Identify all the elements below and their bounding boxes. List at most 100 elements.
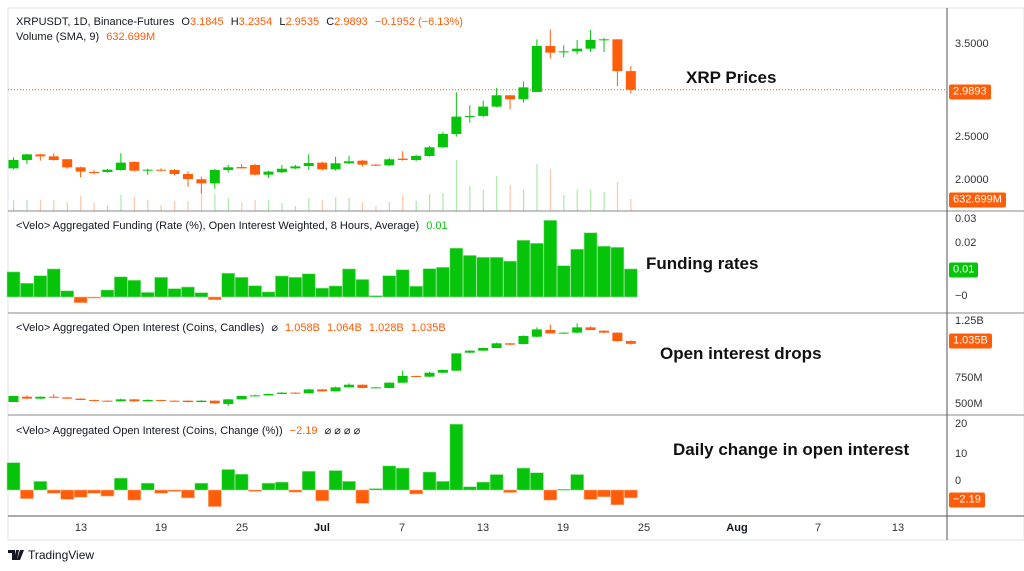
price-candle-body (8, 159, 19, 169)
price-candle-body (598, 39, 609, 41)
volume-title[interactable]: Volume (SMA, 9) (16, 31, 100, 43)
volume-bar (308, 198, 310, 211)
volume-bar (442, 193, 444, 211)
price-candle-body (75, 167, 86, 172)
price-candle-body (102, 169, 113, 172)
open-label: O (181, 16, 190, 28)
price-candle-body (478, 106, 489, 116)
oi-change-bar (275, 481, 289, 491)
symbol-title[interactable]: XRPUSDT, 1D, Binance-Futures (16, 16, 175, 28)
volume-value: 632.699M (106, 31, 156, 43)
price-candle-body (531, 46, 542, 92)
price-candle-body (330, 163, 341, 170)
hidden-value-icon: ⌀ (271, 322, 278, 334)
oi-candle-body (35, 396, 46, 399)
oi-candle-body (397, 375, 408, 383)
oi-change-bar (46, 489, 61, 494)
price-candle-body (585, 40, 596, 49)
high-label: H (230, 16, 239, 28)
funding-tick: 0.02 (955, 237, 977, 249)
oi-legend: <Velo> Aggregated Open Interest (Coins, … (16, 321, 450, 334)
oi-title[interactable]: <Velo> Aggregated Open Interest (Coins, … (16, 322, 265, 334)
time-tick: 7 (814, 522, 822, 534)
time-tick: 7 (398, 522, 406, 534)
price-candle-body (250, 164, 261, 175)
volume-bar (482, 190, 484, 211)
price-candle-body (276, 168, 287, 173)
oi-tick: 500M (955, 398, 983, 410)
oi-change-bar (489, 474, 504, 491)
funding-bar (194, 292, 209, 298)
oi-low: 1.028B (368, 322, 404, 334)
oi-candle-body (303, 389, 314, 394)
change-tick: 0 (955, 475, 962, 487)
price-candle-body (21, 154, 32, 160)
time-tick: 19 (556, 522, 570, 534)
oi-candle-body (491, 343, 502, 348)
funding-last-label: 0.01 (949, 262, 979, 278)
volume-bar (429, 194, 431, 211)
oi-change-bar (221, 469, 236, 491)
funding-bar (33, 275, 48, 298)
volume-bar (576, 190, 578, 211)
oi-change-bar (476, 481, 491, 491)
funding-bar (503, 260, 517, 298)
funding-bar (154, 276, 168, 298)
oi-change-bar (530, 472, 544, 491)
oi-change-bar (503, 489, 517, 493)
oi-candle-body (102, 400, 113, 402)
high-value: 3.2354 (238, 16, 273, 28)
price-candle-body (397, 158, 408, 160)
oi-open: 1.058B (285, 322, 320, 334)
price-candle-body (437, 133, 448, 148)
volume-bar (80, 196, 82, 211)
funding-title[interactable]: <Velo> Aggregated Funding (Rate (%), Ope… (16, 220, 420, 232)
tradingview-logo[interactable]: TradingView (8, 548, 94, 562)
funding-bar (275, 275, 289, 298)
funding-bar (395, 269, 410, 298)
funding-bar (583, 232, 598, 298)
time-tick: 13 (74, 522, 88, 534)
oi-candle-body (223, 399, 234, 405)
funding-tick: 0.03 (955, 213, 977, 225)
volume-bar (630, 199, 632, 211)
volume-bar (93, 203, 95, 211)
funding-bar (382, 275, 397, 298)
oi-last-label: 1.035B (949, 333, 992, 349)
volume-bar (536, 164, 538, 211)
oi-candle-body (330, 387, 341, 392)
funding-bar (610, 247, 625, 298)
funding-bar (100, 289, 115, 298)
oi-change-bar (181, 489, 195, 499)
volume-bar (267, 200, 270, 211)
hidden-value-icons: ⌀ ⌀ ⌀ ⌀ (324, 425, 361, 437)
funding-bar (476, 257, 491, 298)
price-candle-body (545, 46, 556, 53)
change-title[interactable]: <Velo> Aggregated Open Interest (Coins, … (16, 425, 283, 437)
tradingview-logo-text: TradingView (28, 548, 95, 562)
oi-candle-body (8, 396, 19, 402)
oi-change-bar (20, 489, 34, 499)
oi-candle-body (437, 369, 448, 373)
funding-bar (409, 285, 423, 298)
price-candle-body (156, 169, 167, 171)
price-candle-body (89, 171, 100, 173)
oi-change-bar (462, 486, 477, 491)
oi-candle-body (89, 399, 100, 401)
price-tick: 3.5000 (955, 38, 989, 50)
change-legend: <Velo> Aggregated Open Interest (Coins, … (16, 424, 364, 437)
volume-bar (496, 176, 498, 211)
oi-change-bar (73, 489, 88, 498)
funding-bar (234, 276, 249, 298)
oi-change-bar (140, 482, 155, 491)
funding-bar (301, 273, 316, 298)
time-tick: Aug (726, 522, 748, 534)
oi-change-bar (449, 423, 464, 491)
price-candle-body (223, 167, 234, 170)
funding-bar (6, 271, 21, 298)
volume-bar (200, 189, 203, 211)
oi-change-bar (395, 467, 410, 491)
oi-change-bar (436, 481, 450, 491)
oi-candle-body (48, 396, 59, 398)
